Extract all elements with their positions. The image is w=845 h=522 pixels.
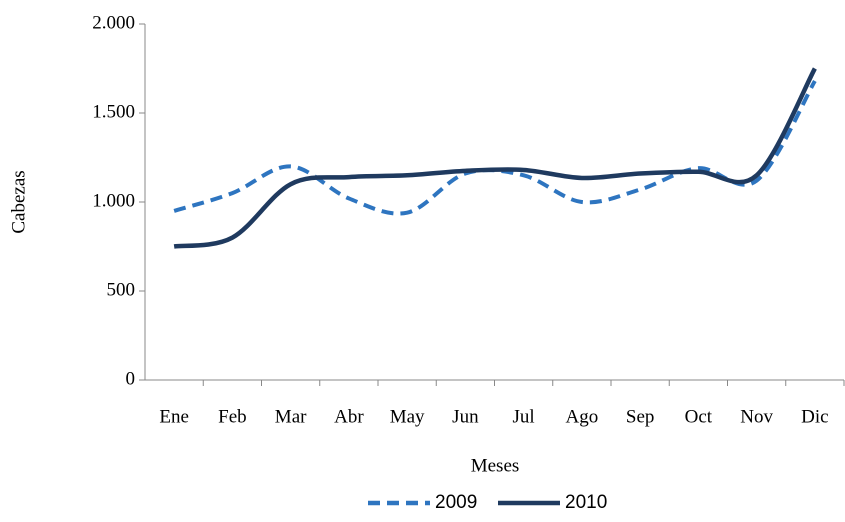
- x-tick-label: Abr: [334, 406, 364, 427]
- x-tick-label: Oct: [685, 406, 713, 427]
- x-tick-label: May: [390, 406, 425, 427]
- x-tick-label: Dic: [801, 406, 828, 427]
- x-axis-label: Meses: [471, 455, 520, 476]
- line-series: [173, 79, 817, 216]
- x-tick-label: Jun: [452, 406, 479, 427]
- x-tick-label: Sep: [626, 406, 655, 427]
- x-tick-label: Nov: [740, 406, 773, 427]
- x-tick-label: Ene: [159, 406, 189, 427]
- y-tick-label: 1.500: [92, 101, 135, 122]
- x-tick-label: Mar: [275, 406, 307, 427]
- legend-label: 2009: [435, 492, 477, 513]
- y-tick-label: 1.000: [92, 190, 135, 211]
- line-series: [173, 67, 817, 249]
- y-axis-label: Cabezas: [8, 170, 29, 233]
- y-tick-label: 500: [107, 279, 136, 300]
- x-tick-label: Ago: [566, 406, 599, 427]
- x-tick-label: Jul: [513, 406, 535, 427]
- y-tick-label: 0: [126, 368, 136, 389]
- y-tick-label: 2.000: [92, 12, 135, 33]
- legend-label: 2010: [565, 492, 607, 513]
- x-tick-label: Feb: [218, 406, 247, 427]
